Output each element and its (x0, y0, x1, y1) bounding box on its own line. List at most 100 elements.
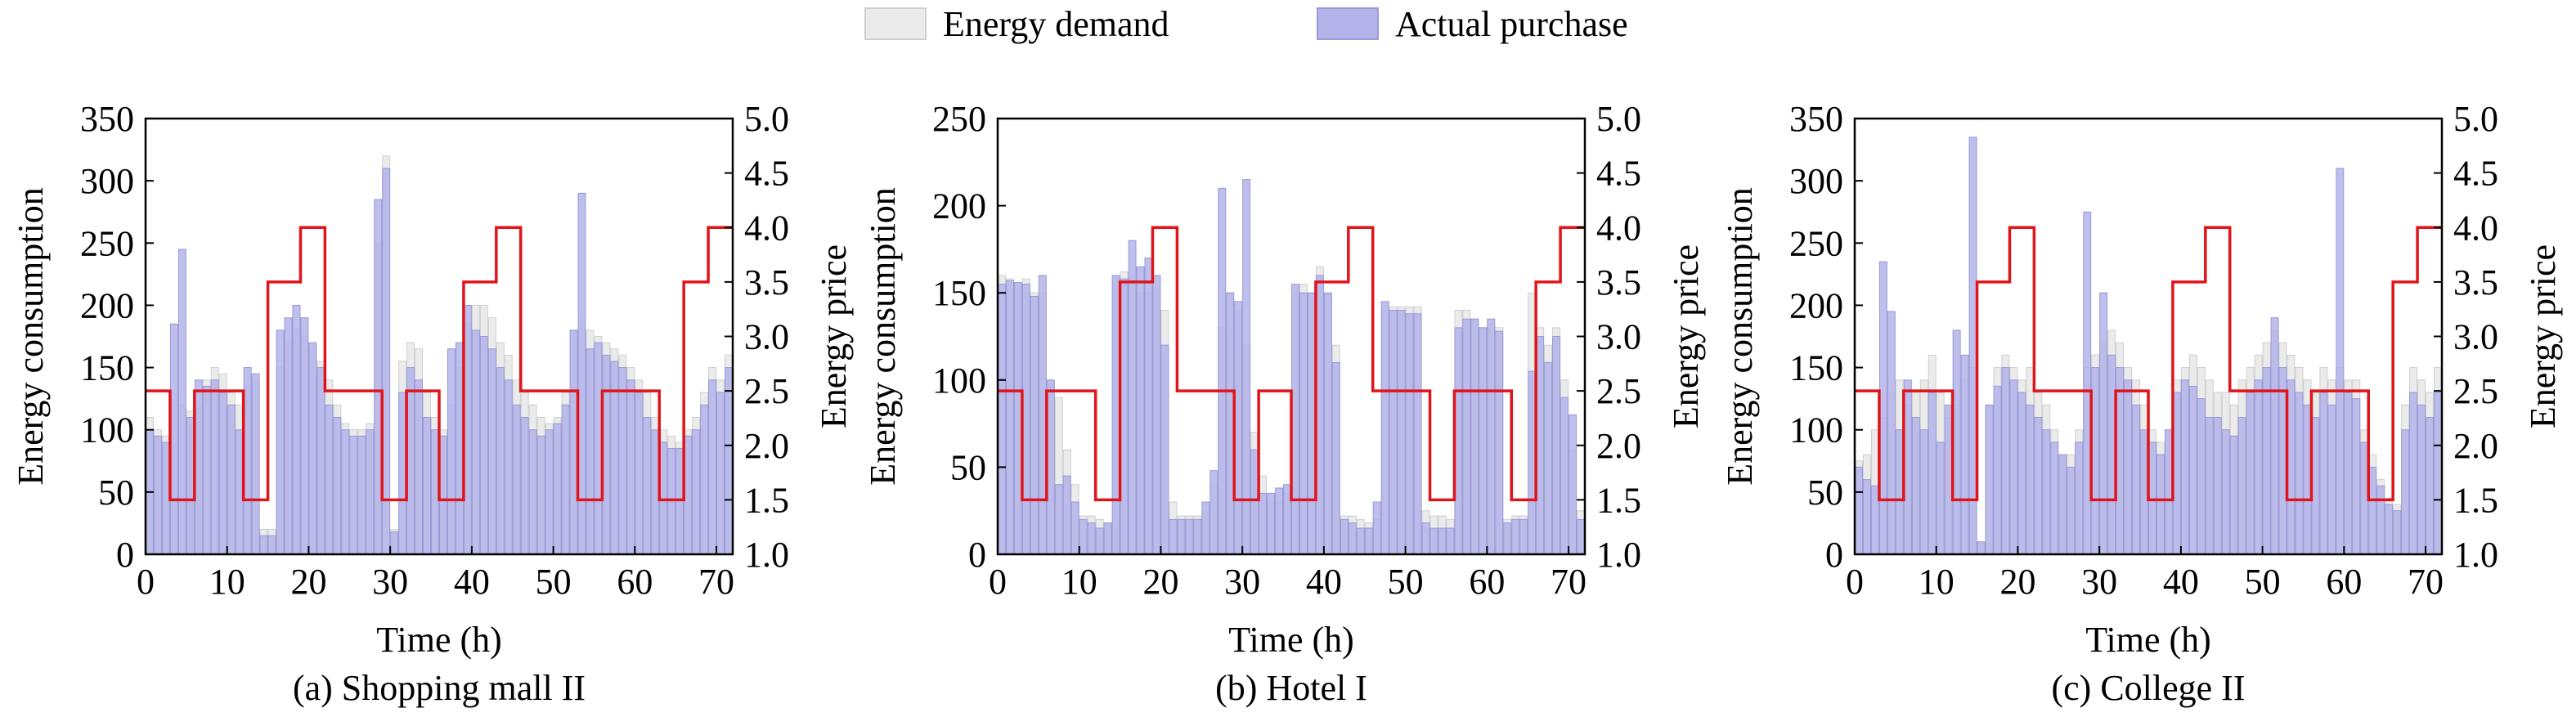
y2-tick-label: 2.0 (744, 426, 789, 466)
purchase-bar (1013, 281, 1022, 555)
purchase-bar (2042, 429, 2051, 555)
purchase-bar (1070, 501, 1079, 555)
purchase-bar (1046, 379, 1055, 555)
purchase-bar (1160, 344, 1169, 555)
purchase-bar (415, 379, 424, 555)
y2-tick-label: 2.5 (1596, 371, 1641, 411)
x-axis-label: Time (h) (1228, 620, 1354, 660)
purchase-bar (2237, 416, 2246, 555)
purchase-bar (2140, 429, 2149, 555)
y2-tick-label: 4.5 (1596, 154, 1641, 194)
y-tick-label: 150 (1789, 348, 1843, 388)
purchase-bar (667, 448, 676, 555)
purchase-bar (643, 416, 652, 555)
y-tick-label: 200 (932, 186, 986, 226)
x-tick-label: 40 (2163, 562, 2199, 602)
purchase-bar (545, 429, 554, 555)
x-tick-label: 60 (2326, 562, 2362, 602)
purchase-bar (341, 429, 350, 555)
legend-item-purchase: Actual purchase (1317, 3, 1628, 44)
y-tick-label: 100 (932, 361, 986, 401)
purchase-bar (1348, 522, 1357, 555)
y2-tick-label: 3.0 (1596, 317, 1641, 357)
purchase-bar (594, 342, 603, 555)
purchase-bar (553, 423, 562, 555)
purchase-bar (2278, 367, 2287, 555)
y2-tick-label: 1.0 (2453, 535, 2498, 575)
x-tick-label: 70 (2408, 562, 2444, 602)
purchase-bar (1511, 518, 1520, 555)
x-tick-label: 50 (1388, 562, 1424, 602)
panel-caption: (c) College II (2052, 668, 2246, 708)
purchase-bar (1218, 187, 1227, 555)
purchase-bar (1928, 392, 1936, 555)
x-tick-label: 10 (1919, 562, 1954, 602)
purchase-bar (1413, 313, 1422, 555)
purchase-bar (2262, 367, 2271, 555)
purchase-bar (2124, 379, 2133, 555)
purchase-bar (1429, 527, 1438, 555)
purchase-bar (1862, 479, 1871, 555)
y2-tick-label: 1.0 (744, 535, 789, 575)
price-line-hotel (998, 226, 1585, 502)
purchase-bar (602, 354, 611, 555)
purchase-bar (626, 379, 635, 555)
purchase-bar (2352, 398, 2361, 555)
y2-tick-label: 3.0 (2453, 317, 2498, 357)
purchase-bars-hotel (998, 179, 1586, 555)
purchase-bar (2083, 211, 2092, 555)
y-tick-label: 150 (932, 273, 986, 313)
purchase-bar (1323, 292, 1332, 555)
purchase-bar (1267, 492, 1276, 555)
purchase-bar (618, 367, 627, 555)
purchase-bar (2385, 504, 2394, 555)
purchase-bar (423, 416, 432, 555)
purchase-bar (1340, 518, 1349, 555)
y2-tick-label: 2.0 (1596, 426, 1641, 466)
purchase-bar (1397, 310, 1406, 555)
x-tick-label: 0 (989, 562, 1007, 602)
purchase-bar (2311, 416, 2320, 555)
purchase-bar (1536, 336, 1545, 555)
purchase-bar (357, 435, 366, 555)
purchase-bar (333, 416, 342, 555)
purchase-bar (227, 404, 236, 555)
purchase-bar (2401, 429, 2410, 555)
purchase-bar (684, 435, 693, 555)
purchase-bar (2116, 367, 2125, 555)
y-tick-label: 350 (80, 99, 134, 139)
panel-college: 0 10 20 30 40 50 60 70 0 50 100 150 200 250 300 350 1.0 1… (1720, 99, 2563, 708)
y-tick-label: 100 (1789, 410, 1843, 450)
purchase-bar (1315, 275, 1324, 555)
price-line-college (1855, 226, 2442, 502)
purchase-bar (2107, 354, 2116, 555)
purchase-bar (1855, 466, 1863, 555)
y-axis-label: Energy consumption (863, 187, 903, 486)
y-tick-label: 300 (1789, 161, 1843, 201)
purchase-bar (390, 531, 399, 555)
purchase-bar (479, 336, 488, 555)
purchase-bar (1079, 518, 1088, 555)
purchase-bar (169, 323, 178, 555)
purchase-bar (210, 379, 219, 555)
purchase-bar (382, 168, 391, 555)
purchase-bar (651, 429, 660, 555)
purchase-bar (2213, 416, 2222, 555)
y2-axis-label: Energy price (1666, 244, 1706, 428)
purchase-bar (1503, 522, 1512, 555)
purchase-bar (2434, 392, 2443, 555)
x-tick-label: 30 (372, 562, 408, 602)
purchase-bar (1577, 518, 1586, 555)
x-tick-label: 10 (209, 562, 245, 602)
purchase-bar (2197, 398, 2206, 555)
purchase-bar (496, 367, 505, 555)
x-tick-label: 40 (454, 562, 490, 602)
purchase-bar (1209, 470, 1218, 555)
purchase-bar (1291, 284, 1299, 555)
y2-axis-label: Energy price (814, 244, 854, 428)
legend-item-demand: Energy demand (864, 3, 1169, 44)
y-tick-label: 350 (1789, 99, 1843, 139)
y-tick-label: 0 (1825, 535, 1843, 575)
legend-label-demand: Energy demand (943, 3, 1169, 44)
